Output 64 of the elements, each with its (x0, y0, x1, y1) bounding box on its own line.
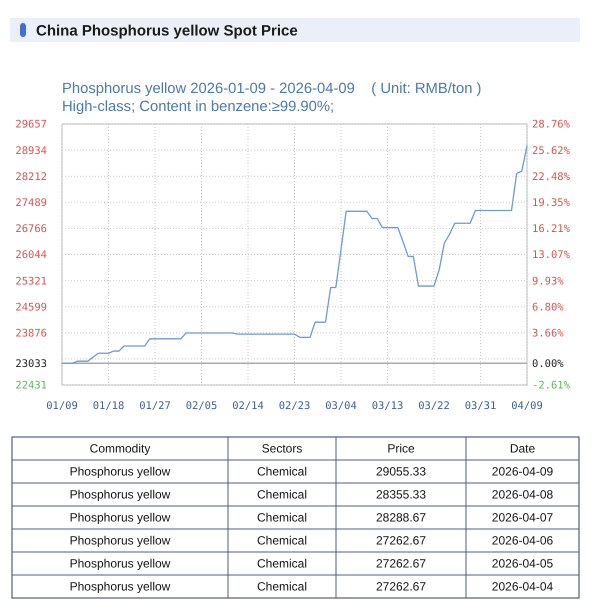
y2-tick-label: 6.80% (532, 301, 564, 314)
y-tick-label: 23033 (15, 358, 47, 370)
y-tick-label: 28212 (15, 170, 47, 183)
y-tick-label: 25321 (15, 275, 47, 288)
text: Phosphorus yellow (70, 464, 170, 479)
text: Phosphorus yellow (70, 556, 170, 571)
text: Chemical (256, 510, 308, 525)
y2-tick-label: 3.66% (532, 328, 564, 340)
text: 2026-04-09 (492, 464, 554, 479)
y2-tick-label: 13.07% (532, 249, 571, 262)
y-tick-label: 23876 (15, 327, 47, 340)
x-tick-label: 01/09 (46, 400, 78, 412)
x-tick-label: 01/27 (139, 400, 171, 412)
text: Phosphorus yellow (70, 580, 170, 594)
y-tick-label: 24599 (15, 301, 47, 314)
x-tick-label: 02/23 (278, 400, 310, 412)
text: 29055.33 (376, 464, 426, 479)
text: 2026-04-07 (492, 510, 554, 525)
chart-subtitle: Phosphorus yellow 2026-01-09 - 2026-04-09 ( Unit: RMB/ton ) High-class; Content in benzene:≥99.90%; (62, 81, 482, 115)
text: Phosphorus yellow (70, 534, 170, 548)
y2-tick-label: 22.48% (532, 170, 571, 183)
y2-tick-label: 19.35% (532, 196, 571, 209)
text: Phosphorus yellow (70, 510, 170, 525)
y2-tick-label: 16.21% (532, 223, 571, 236)
y-tick-label: 27489 (15, 196, 47, 209)
text: 28288.67 (376, 510, 426, 525)
text: 2026-04-05 (492, 556, 554, 571)
y2-tick-label: 9.93% (532, 275, 564, 288)
y2-tick-label: 25.62% (532, 144, 571, 157)
category-label: Commodity (90, 442, 150, 456)
y2-tick-label: -2.61% (532, 380, 571, 392)
text: 28355.33 (376, 488, 426, 502)
x-tick-label: 02/14 (232, 400, 264, 412)
text: Chemical (256, 556, 308, 571)
text: 27262.67 (376, 534, 426, 548)
x-tick-label: 03/13 (372, 400, 404, 412)
y-tick-label: 22431 (15, 380, 47, 392)
y2-tick-label: 0.00% (532, 358, 564, 370)
x-tick-label: 03/04 (325, 400, 357, 412)
y-tick-label: 29657 (15, 118, 47, 131)
chart-title: China Phosphorus yellow Spot Price (36, 22, 298, 40)
text: Chemical (256, 464, 308, 479)
text: 2026-04-08 (492, 488, 554, 502)
x-tick-label: 04/09 (511, 400, 543, 412)
text: Chemical (256, 580, 308, 594)
y2-tick-label: 28.76% (532, 118, 571, 131)
text: 2026-04-06 (492, 534, 554, 548)
text: Chemical (256, 534, 308, 548)
text: 2026-04-04 (492, 580, 554, 594)
x-tick-label: 02/05 (186, 400, 218, 412)
line-series (61, 145, 528, 364)
text: Phosphorus yellow (70, 488, 170, 502)
category-label: Date (510, 442, 536, 456)
x-tick-label: 03/22 (418, 400, 450, 412)
text: Chemical (256, 488, 308, 502)
y-tick-label: 26766 (15, 223, 47, 236)
x-tick-label: 01/18 (92, 400, 124, 412)
text: 27262.67 (376, 556, 426, 571)
x-tick-label: 03/31 (464, 400, 496, 412)
y-tick-label: 26044 (15, 249, 47, 262)
text: 27262.67 (376, 580, 426, 594)
y-tick-label: 28934 (15, 144, 47, 157)
category-label: Sectors (262, 442, 302, 456)
category-label: Price (387, 442, 415, 456)
